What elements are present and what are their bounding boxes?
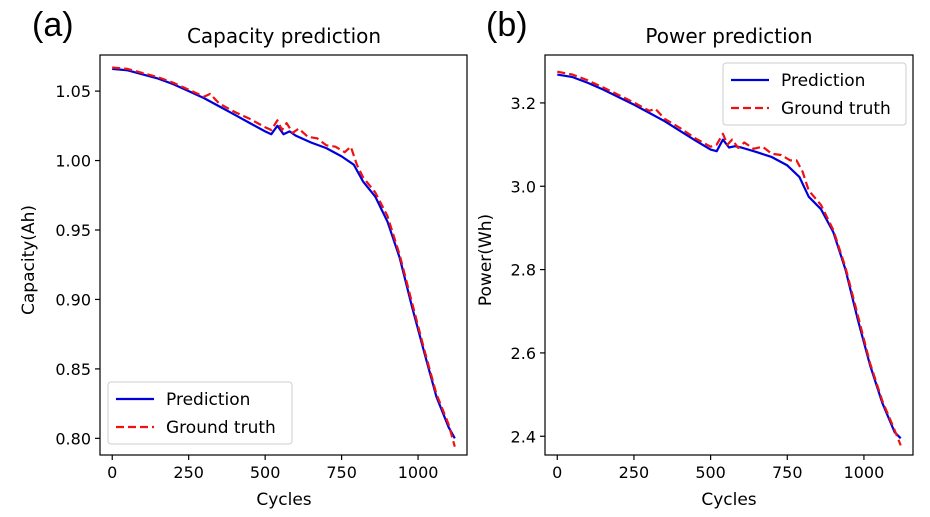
y-tick-label: 1.05 [55, 82, 91, 101]
y-tick-label: 3.0 [511, 177, 536, 196]
axes-frame [544, 54, 914, 456]
y-tick-label: 1.00 [55, 152, 91, 171]
y-tick-label: 3.2 [511, 94, 536, 113]
series-group [557, 70, 902, 446]
legend-label: Ground truth [166, 418, 276, 438]
y-tick-label: 2.4 [511, 427, 536, 446]
x-tick-label: 250 [619, 463, 650, 482]
x-tick-label: 500 [250, 463, 281, 482]
y-tick-label: 0.85 [55, 360, 91, 379]
x-axis-label: Cycles [256, 490, 311, 510]
y-tick-label: 2.8 [511, 261, 536, 280]
legend-label: Prediction [781, 71, 865, 91]
plot-area: 0 250 500 750 1000 0.80 0.85 0.90 0.95 1.00 1.05 Pr… [55, 54, 468, 482]
panel-label: (b) [486, 6, 528, 44]
plot-area: 0 250 500 750 1000 2.4 2.6 2.8 3.0 3.2 Prediction G… [511, 54, 914, 482]
series-line-ground-truth [112, 66, 456, 447]
series-line-ground-truth [557, 70, 902, 446]
y-tick-label: 0.80 [55, 429, 91, 448]
legend-box [722, 62, 907, 126]
x-tick-label: 750 [772, 463, 803, 482]
x-tick-label: 1000 [398, 463, 439, 482]
x-tick-label: 0 [552, 463, 562, 482]
axes-frame [99, 54, 468, 456]
legend: Prediction Ground truth [107, 381, 293, 445]
capacity-chart-panel: (a) Capacity prediction Cycles Capacity(… [19, 6, 468, 510]
legend-box [107, 381, 293, 445]
x-tick-label: 250 [173, 463, 204, 482]
y-tick-label: 2.6 [511, 344, 536, 363]
chart-title: Power prediction [645, 24, 812, 48]
y-tick-label: 0.95 [55, 221, 91, 240]
legend-label: Ground truth [781, 99, 891, 119]
y-axis-label: Power(Wh) [476, 214, 496, 306]
x-tick-label: 1000 [844, 463, 885, 482]
panel-label: (a) [32, 6, 74, 44]
x-tick-label: 500 [695, 463, 726, 482]
series-line-prediction [557, 73, 902, 440]
legend-label: Prediction [166, 390, 250, 410]
chart-title: Capacity prediction [187, 24, 381, 48]
x-tick-label: 0 [107, 463, 117, 482]
series-group [112, 66, 456, 447]
x-tick-label: 750 [326, 463, 357, 482]
y-axis-label: Capacity(Ah) [19, 205, 39, 315]
x-axis-label: Cycles [701, 490, 756, 510]
legend: Prediction Ground truth [722, 62, 907, 126]
y-tick-label: 0.90 [55, 290, 91, 309]
